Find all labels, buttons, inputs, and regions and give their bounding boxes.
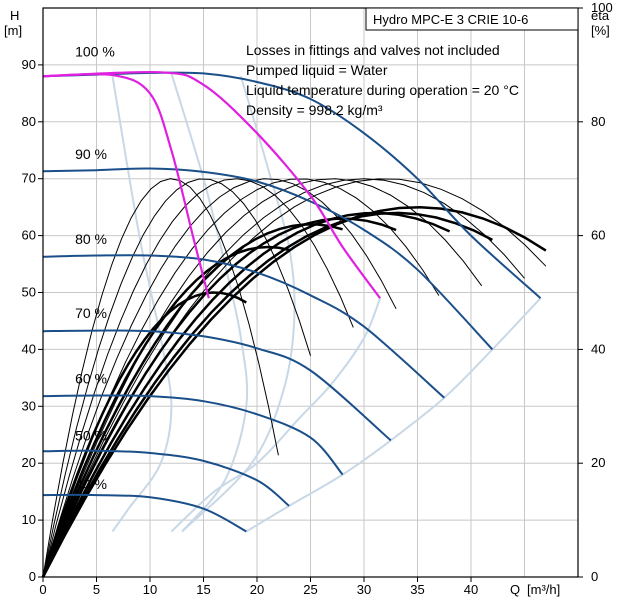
x-tick-label: 25	[303, 582, 317, 597]
x-axis-unit: [m³/h]	[527, 582, 560, 597]
x-tick-label: 20	[250, 582, 264, 597]
y-left-tick-label: 10	[22, 512, 36, 527]
x-tick-label: 5	[93, 582, 100, 597]
speed-labels: 100 % 90 % 80 % 70 % 60 % 50 % 40 %	[75, 43, 115, 491]
title-box	[365, 7, 579, 31]
efficiency-curve-bold	[41, 211, 493, 578]
system-curve	[170, 73, 249, 533]
y-left-tick-label: 20	[22, 455, 36, 470]
efficiency-curve-bold	[41, 223, 343, 578]
speed-label: 60 %	[75, 371, 107, 387]
note-losses: Losses in fittings and valves not includ…	[246, 42, 500, 58]
system-curve	[111, 76, 173, 533]
y-left-tick-label: 40	[22, 341, 36, 356]
x-tick-label: 0	[39, 582, 46, 597]
x-tick-label: 30	[357, 582, 371, 597]
x-tick-label: 35	[410, 582, 424, 597]
y-right-tick-label: 40	[591, 341, 605, 356]
y-left-tick-label: 70	[22, 171, 36, 186]
y-left-axis-unit: [m]	[4, 23, 22, 38]
system-curve	[181, 76, 296, 533]
speed-label: 40 %	[75, 476, 107, 492]
max-curve	[42, 70, 381, 299]
note-density: Density = 998.2 kg/m³	[246, 102, 383, 118]
y-left-tick-label: 0	[29, 569, 36, 584]
axis-ticks: 0 5 10 15 20 25 30 35 40 0 10 20 30 40 50 60 70 80 90 0 20 40…	[22, 0, 613, 597]
efficiency-curve	[42, 178, 525, 578]
system-curve	[170, 297, 382, 533]
speed-label: 100 %	[75, 43, 115, 59]
y-right-tick-label: 0	[591, 569, 598, 584]
efficiency-curve-bold	[41, 205, 547, 578]
efficiency-curve-bold	[41, 291, 247, 578]
y-left-tick-label: 90	[22, 57, 36, 72]
x-tick-label: 15	[196, 582, 210, 597]
speed-label: 80 %	[75, 231, 107, 247]
y-right-tick-label: 20	[591, 455, 605, 470]
x-tick-label: 40	[464, 582, 478, 597]
chart-title: Hydro MPC-E 3 CRIE 10-6	[373, 12, 528, 27]
magenta-curves	[42, 70, 381, 299]
y-left-axis-label: H	[10, 8, 19, 23]
efficiency-curve-bold	[41, 245, 290, 578]
head-curve	[42, 493, 247, 533]
speed-label: 50 %	[75, 427, 107, 443]
head-curve	[42, 167, 494, 351]
y-left-tick-label: 80	[22, 114, 36, 129]
efficiency-curve	[42, 178, 311, 578]
max-curve	[42, 72, 210, 299]
y-right-axis-unit: [%]	[591, 23, 610, 38]
note-liquid: Pumped liquid = Water	[246, 62, 388, 78]
note-temperature: Liquid temperature during operation = 20…	[246, 82, 519, 98]
efficiency-curves	[41, 178, 547, 578]
y-right-tick-label: 100	[591, 0, 613, 15]
y-right-tick-label: 80	[591, 114, 605, 129]
x-axis-label: Q	[510, 582, 520, 597]
y-left-tick-label: 60	[22, 228, 36, 243]
head-curve	[42, 254, 445, 399]
y-left-tick-label: 30	[22, 398, 36, 413]
y-left-tick-label: 50	[22, 285, 36, 300]
head-curve	[42, 394, 344, 476]
head-curve	[42, 449, 290, 507]
y-right-tick-label: 60	[591, 228, 605, 243]
y-right-axis-label: eta	[591, 8, 610, 23]
head-curve	[42, 329, 392, 442]
x-tick-label: 10	[143, 582, 157, 597]
speed-label: 70 %	[75, 305, 107, 321]
speed-label: 90 %	[75, 146, 107, 162]
